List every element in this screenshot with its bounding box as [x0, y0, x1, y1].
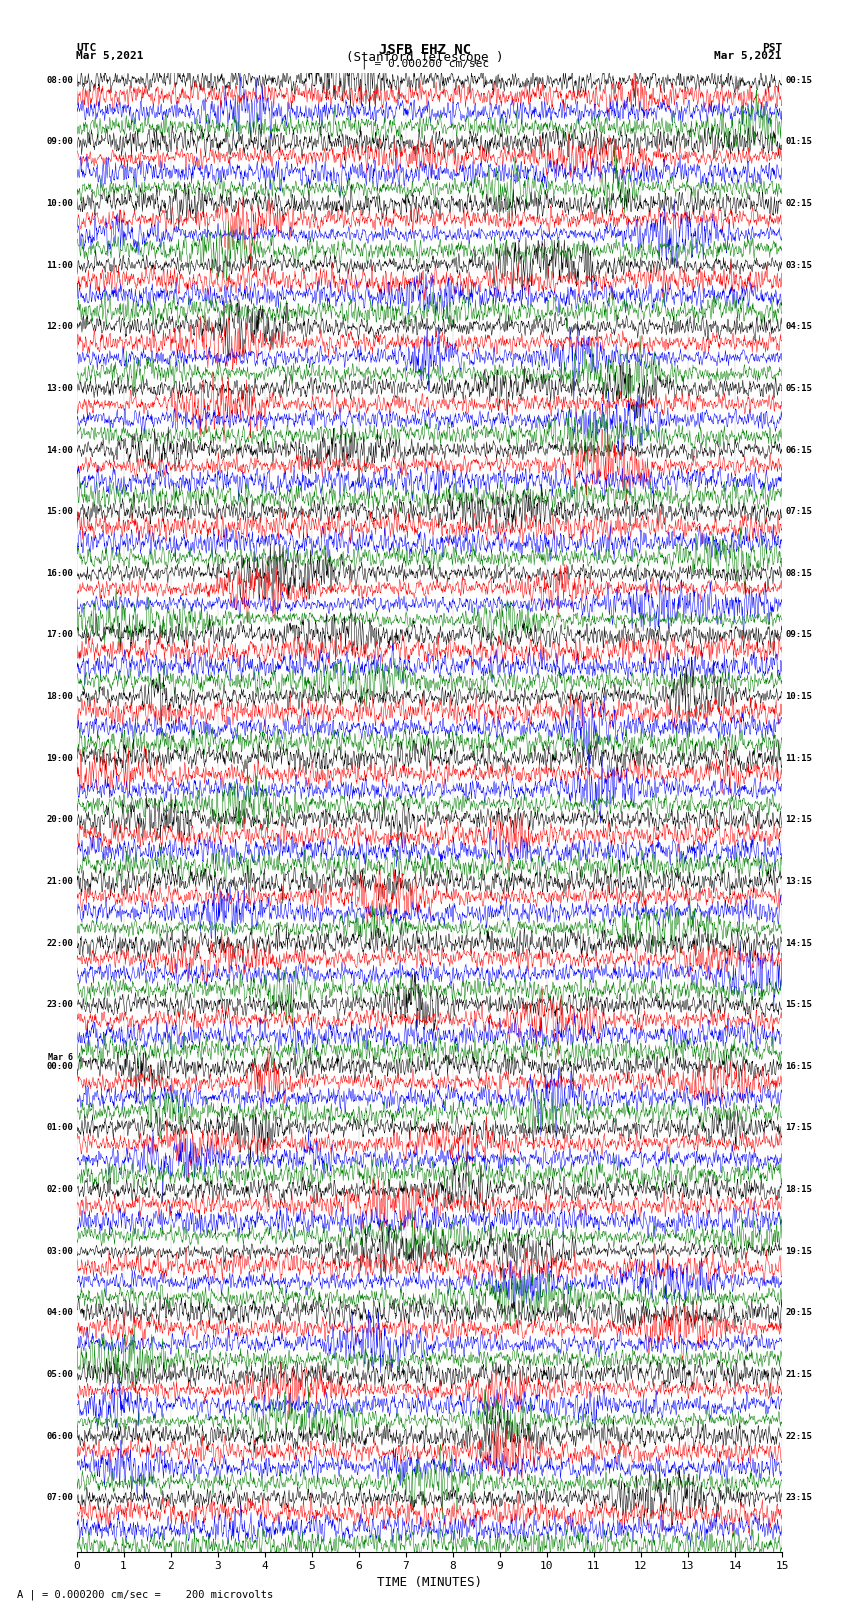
Text: PST: PST: [762, 44, 782, 53]
Text: Mar 5,2021: Mar 5,2021: [715, 50, 782, 61]
Text: 23:00: 23:00: [46, 1000, 73, 1010]
Text: 13:15: 13:15: [785, 877, 813, 886]
Text: 05:15: 05:15: [785, 384, 813, 394]
Text: 00:00: 00:00: [46, 1061, 73, 1071]
Text: A | = 0.000200 cm/sec =    200 microvolts: A | = 0.000200 cm/sec = 200 microvolts: [17, 1589, 273, 1600]
Text: 20:15: 20:15: [785, 1308, 813, 1318]
Text: 22:00: 22:00: [46, 939, 73, 947]
Text: 03:00: 03:00: [46, 1247, 73, 1257]
Text: 08:00: 08:00: [46, 76, 73, 85]
Text: 17:00: 17:00: [46, 631, 73, 639]
Text: 16:00: 16:00: [46, 569, 73, 577]
Text: 12:15: 12:15: [785, 815, 813, 824]
Text: 06:00: 06:00: [46, 1432, 73, 1440]
Text: 04:00: 04:00: [46, 1308, 73, 1318]
Text: 07:00: 07:00: [46, 1494, 73, 1502]
Text: 14:15: 14:15: [785, 939, 813, 947]
Text: 15:15: 15:15: [785, 1000, 813, 1010]
Text: 16:15: 16:15: [785, 1061, 813, 1071]
Text: Mar 6: Mar 6: [48, 1053, 73, 1061]
Text: 20:00: 20:00: [46, 815, 73, 824]
Text: 18:00: 18:00: [46, 692, 73, 702]
Text: UTC: UTC: [76, 44, 97, 53]
X-axis label: TIME (MINUTES): TIME (MINUTES): [377, 1576, 482, 1589]
Text: (Stanford Telescope ): (Stanford Telescope ): [346, 50, 504, 65]
Text: Mar 5,2021: Mar 5,2021: [76, 50, 144, 61]
Text: | = 0.000200 cm/sec: | = 0.000200 cm/sec: [361, 58, 489, 69]
Text: 19:15: 19:15: [785, 1247, 813, 1257]
Text: 14:00: 14:00: [46, 445, 73, 455]
Text: 09:15: 09:15: [785, 631, 813, 639]
Text: 13:00: 13:00: [46, 384, 73, 394]
Text: 03:15: 03:15: [785, 261, 813, 269]
Text: 19:00: 19:00: [46, 753, 73, 763]
Text: 22:15: 22:15: [785, 1432, 813, 1440]
Text: 10:15: 10:15: [785, 692, 813, 702]
Text: 21:00: 21:00: [46, 877, 73, 886]
Text: 02:00: 02:00: [46, 1186, 73, 1194]
Text: 10:00: 10:00: [46, 198, 73, 208]
Text: 21:15: 21:15: [785, 1369, 813, 1379]
Text: 08:15: 08:15: [785, 569, 813, 577]
Text: 11:00: 11:00: [46, 261, 73, 269]
Text: 11:15: 11:15: [785, 753, 813, 763]
Text: 01:00: 01:00: [46, 1124, 73, 1132]
Text: 00:15: 00:15: [785, 76, 813, 85]
Text: 17:15: 17:15: [785, 1124, 813, 1132]
Text: 02:15: 02:15: [785, 198, 813, 208]
Text: 06:15: 06:15: [785, 445, 813, 455]
Text: 07:15: 07:15: [785, 506, 813, 516]
Text: 23:15: 23:15: [785, 1494, 813, 1502]
Text: 09:00: 09:00: [46, 137, 73, 147]
Text: 18:15: 18:15: [785, 1186, 813, 1194]
Text: 12:00: 12:00: [46, 323, 73, 331]
Text: 04:15: 04:15: [785, 323, 813, 331]
Text: 01:15: 01:15: [785, 137, 813, 147]
Text: 05:00: 05:00: [46, 1369, 73, 1379]
Text: JSFB EHZ NC: JSFB EHZ NC: [379, 44, 471, 56]
Text: 15:00: 15:00: [46, 506, 73, 516]
